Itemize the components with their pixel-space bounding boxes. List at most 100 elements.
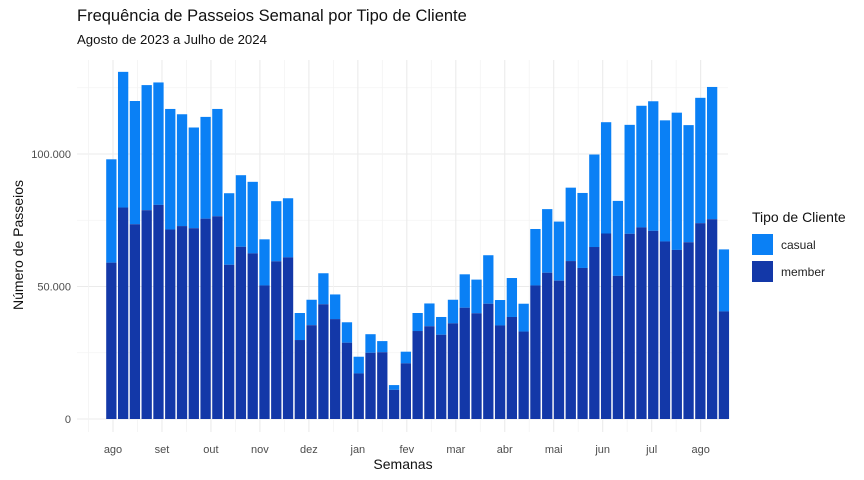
y-axis-label: Número de Passeios [10, 180, 26, 310]
bar-casual [377, 341, 387, 352]
bar-casual [613, 201, 623, 276]
bar-member [566, 261, 576, 419]
bar-member [259, 285, 269, 419]
bar-casual [306, 300, 316, 325]
x-tick-label: out [203, 444, 218, 456]
bar-casual [330, 294, 340, 319]
legend-item-member: member [752, 260, 846, 283]
bar-member [389, 390, 399, 419]
x-tick-label: set [155, 444, 170, 456]
bar-member [448, 323, 458, 419]
bar-member [683, 242, 693, 419]
bar-member [471, 313, 481, 419]
bar-casual [424, 303, 434, 326]
bar-member [248, 253, 258, 419]
bar-member [177, 226, 187, 419]
bar-casual [236, 175, 246, 247]
bar-casual [412, 313, 422, 331]
y-tick-label: 50.000 [37, 282, 71, 294]
x-tick-label: ago [104, 444, 122, 456]
bars [106, 72, 729, 419]
bar-member [306, 325, 316, 419]
bar-casual [519, 304, 529, 332]
legend: Tipo de Cliente casual member [752, 209, 846, 287]
legend-swatch-casual [752, 234, 773, 255]
bar-casual [200, 117, 210, 219]
bar-member [495, 325, 505, 419]
bar-casual [601, 122, 611, 233]
bar-casual [295, 313, 305, 340]
bar-member [483, 304, 493, 419]
bar-casual [577, 193, 587, 268]
bar-member [636, 227, 646, 419]
x-tick-label: abr [497, 444, 513, 456]
bar-casual [318, 273, 328, 304]
bar-member [330, 319, 340, 419]
bar-member [342, 343, 352, 419]
x-tick-label: mai [545, 444, 563, 456]
legend-label-member: member [781, 265, 825, 279]
bar-casual [142, 85, 152, 210]
bar-casual [483, 255, 493, 303]
bar-casual [436, 317, 446, 335]
bar-casual [212, 109, 222, 216]
bar-casual [342, 322, 352, 342]
legend-label-casual: casual [781, 238, 816, 252]
bar-casual [271, 201, 281, 261]
bar-member [377, 352, 387, 419]
bar-casual [354, 357, 364, 374]
x-axis-label: Semanas [303, 456, 503, 472]
x-tick-label: dez [300, 444, 318, 456]
bar-member [412, 331, 422, 419]
bar-casual [259, 239, 269, 285]
x-tick-label: jan [350, 444, 366, 456]
bar-member [507, 317, 517, 419]
bar-member [648, 231, 658, 419]
bar-member [577, 268, 587, 419]
bar-casual [130, 101, 140, 224]
bar-casual [648, 101, 658, 231]
x-tick-label: ago [691, 444, 709, 456]
bar-casual [683, 125, 693, 242]
bar-casual [660, 120, 670, 241]
bar-member [200, 219, 210, 419]
bar-member [589, 247, 599, 419]
bar-casual [707, 87, 717, 219]
bar-member [271, 261, 281, 419]
bar-member [236, 247, 246, 419]
bar-casual [554, 222, 564, 281]
bar-casual [248, 182, 258, 254]
bar-casual [365, 334, 375, 353]
bar-casual [542, 209, 552, 273]
bar-casual [471, 280, 481, 314]
bar-casual [672, 113, 682, 250]
bar-member [401, 363, 411, 419]
bar-casual [401, 352, 411, 364]
legend-item-casual: casual [752, 233, 846, 256]
bar-member [695, 223, 705, 419]
bar-casual [165, 109, 175, 230]
bar-casual [495, 300, 505, 325]
x-tick-label: fev [399, 444, 414, 456]
bar-casual [530, 229, 540, 285]
bar-casual [719, 249, 729, 311]
bar-member [519, 332, 529, 419]
bar-member [436, 335, 446, 419]
bar-member [625, 234, 635, 419]
bar-member [130, 224, 140, 419]
bar-member [460, 308, 470, 419]
bar-member [153, 205, 163, 419]
bar-casual [106, 159, 116, 262]
bar-casual [283, 198, 293, 257]
bar-member [106, 263, 116, 419]
y-tick-label: 0 [65, 414, 71, 426]
y-tick-label: 100.000 [31, 149, 71, 161]
bar-member [189, 228, 199, 419]
bar-member [530, 285, 540, 419]
bar-casual [224, 193, 234, 265]
x-tick-label: nov [251, 444, 269, 456]
bar-member [613, 276, 623, 419]
bar-casual [448, 300, 458, 324]
